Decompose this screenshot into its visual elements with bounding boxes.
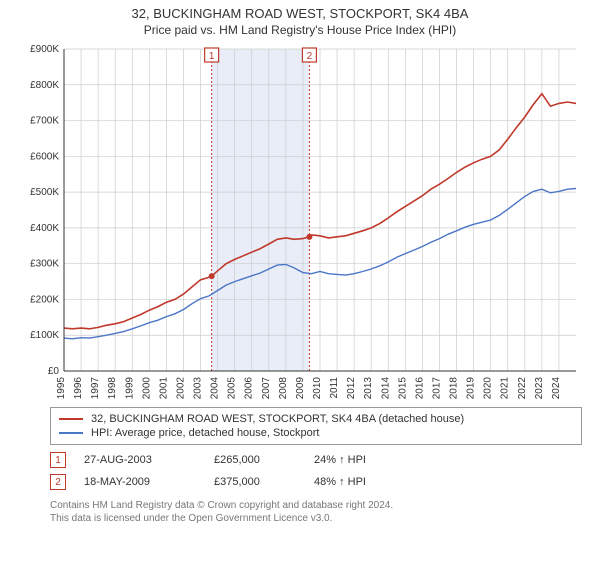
transaction-pct: 24% ↑ HPI (314, 454, 366, 466)
svg-text:£100K: £100K (30, 330, 59, 341)
svg-text:2022: 2022 (517, 377, 528, 400)
svg-text:1: 1 (209, 51, 215, 62)
svg-text:£800K: £800K (30, 80, 59, 91)
svg-text:£700K: £700K (30, 116, 59, 127)
legend-label: HPI: Average price, detached house, Stoc… (91, 427, 320, 439)
subtitle: Price paid vs. HM Land Registry's House … (0, 23, 600, 37)
svg-text:2023: 2023 (534, 377, 545, 400)
svg-text:2012: 2012 (346, 377, 357, 400)
transaction-row: 1 27-AUG-2003 £265,000 24% ↑ HPI (50, 449, 582, 471)
svg-text:2006: 2006 (244, 377, 255, 400)
svg-text:2003: 2003 (193, 377, 204, 400)
svg-text:2008: 2008 (278, 377, 289, 400)
legend-swatch (59, 418, 83, 420)
legend-row: HPI: Average price, detached house, Stoc… (59, 426, 573, 440)
transaction-date: 18-MAY-2009 (84, 476, 214, 488)
svg-text:2020: 2020 (483, 377, 494, 400)
footer: Contains HM Land Registry data © Crown c… (50, 499, 582, 525)
transaction-date: 27-AUG-2003 (84, 454, 214, 466)
svg-text:2007: 2007 (261, 377, 272, 400)
title: 32, BUCKINGHAM ROAD WEST, STOCKPORT, SK4… (0, 6, 600, 21)
page-root: 32, BUCKINGHAM ROAD WEST, STOCKPORT, SK4… (0, 6, 600, 566)
legend-swatch (59, 432, 83, 434)
footer-line: This data is licensed under the Open Gov… (50, 512, 582, 525)
footer-line: Contains HM Land Registry data © Crown c… (50, 499, 582, 512)
legend: 32, BUCKINGHAM ROAD WEST, STOCKPORT, SK4… (50, 407, 582, 445)
svg-text:2017: 2017 (431, 377, 442, 400)
svg-text:2016: 2016 (414, 377, 425, 400)
svg-text:2000: 2000 (141, 377, 152, 400)
svg-text:2009: 2009 (295, 377, 306, 400)
svg-text:2024: 2024 (551, 377, 562, 400)
transaction-marker-box: 2 (50, 474, 66, 490)
chart: £0 £100K £200K £300K £400K £500K £600K £700K £80… (16, 41, 584, 401)
transaction-list: 1 27-AUG-2003 £265,000 24% ↑ HPI 2 18-MA… (50, 449, 582, 493)
transaction-row: 2 18-MAY-2009 £375,000 48% ↑ HPI (50, 471, 582, 493)
svg-text:1999: 1999 (124, 377, 135, 400)
svg-text:£900K: £900K (30, 44, 59, 55)
transaction-pct: 48% ↑ HPI (314, 476, 366, 488)
svg-text:£200K: £200K (30, 294, 59, 305)
svg-text:2: 2 (307, 51, 313, 62)
svg-text:2005: 2005 (227, 377, 238, 400)
svg-text:£600K: £600K (30, 151, 59, 162)
legend-label: 32, BUCKINGHAM ROAD WEST, STOCKPORT, SK4… (91, 413, 464, 425)
svg-text:2010: 2010 (312, 377, 323, 400)
svg-text:2018: 2018 (449, 377, 460, 400)
svg-text:2011: 2011 (329, 377, 340, 399)
svg-text:2019: 2019 (466, 377, 477, 400)
svg-text:£300K: £300K (30, 259, 59, 270)
svg-text:1996: 1996 (73, 377, 84, 400)
svg-text:2004: 2004 (210, 377, 221, 400)
svg-text:2001: 2001 (158, 377, 169, 400)
svg-text:2014: 2014 (380, 377, 391, 400)
legend-row: 32, BUCKINGHAM ROAD WEST, STOCKPORT, SK4… (59, 412, 573, 426)
svg-text:1995: 1995 (56, 377, 67, 400)
svg-text:£500K: £500K (30, 187, 59, 198)
svg-text:2002: 2002 (175, 377, 186, 400)
svg-text:£0: £0 (48, 366, 60, 377)
svg-text:1997: 1997 (90, 377, 101, 400)
svg-text:£400K: £400K (30, 223, 59, 234)
svg-text:2015: 2015 (397, 377, 408, 400)
transaction-marker-box: 1 (50, 452, 66, 468)
svg-text:2013: 2013 (363, 377, 374, 400)
svg-text:1998: 1998 (107, 377, 118, 400)
svg-text:2021: 2021 (500, 377, 511, 400)
transaction-price: £265,000 (214, 454, 314, 466)
transaction-price: £375,000 (214, 476, 314, 488)
